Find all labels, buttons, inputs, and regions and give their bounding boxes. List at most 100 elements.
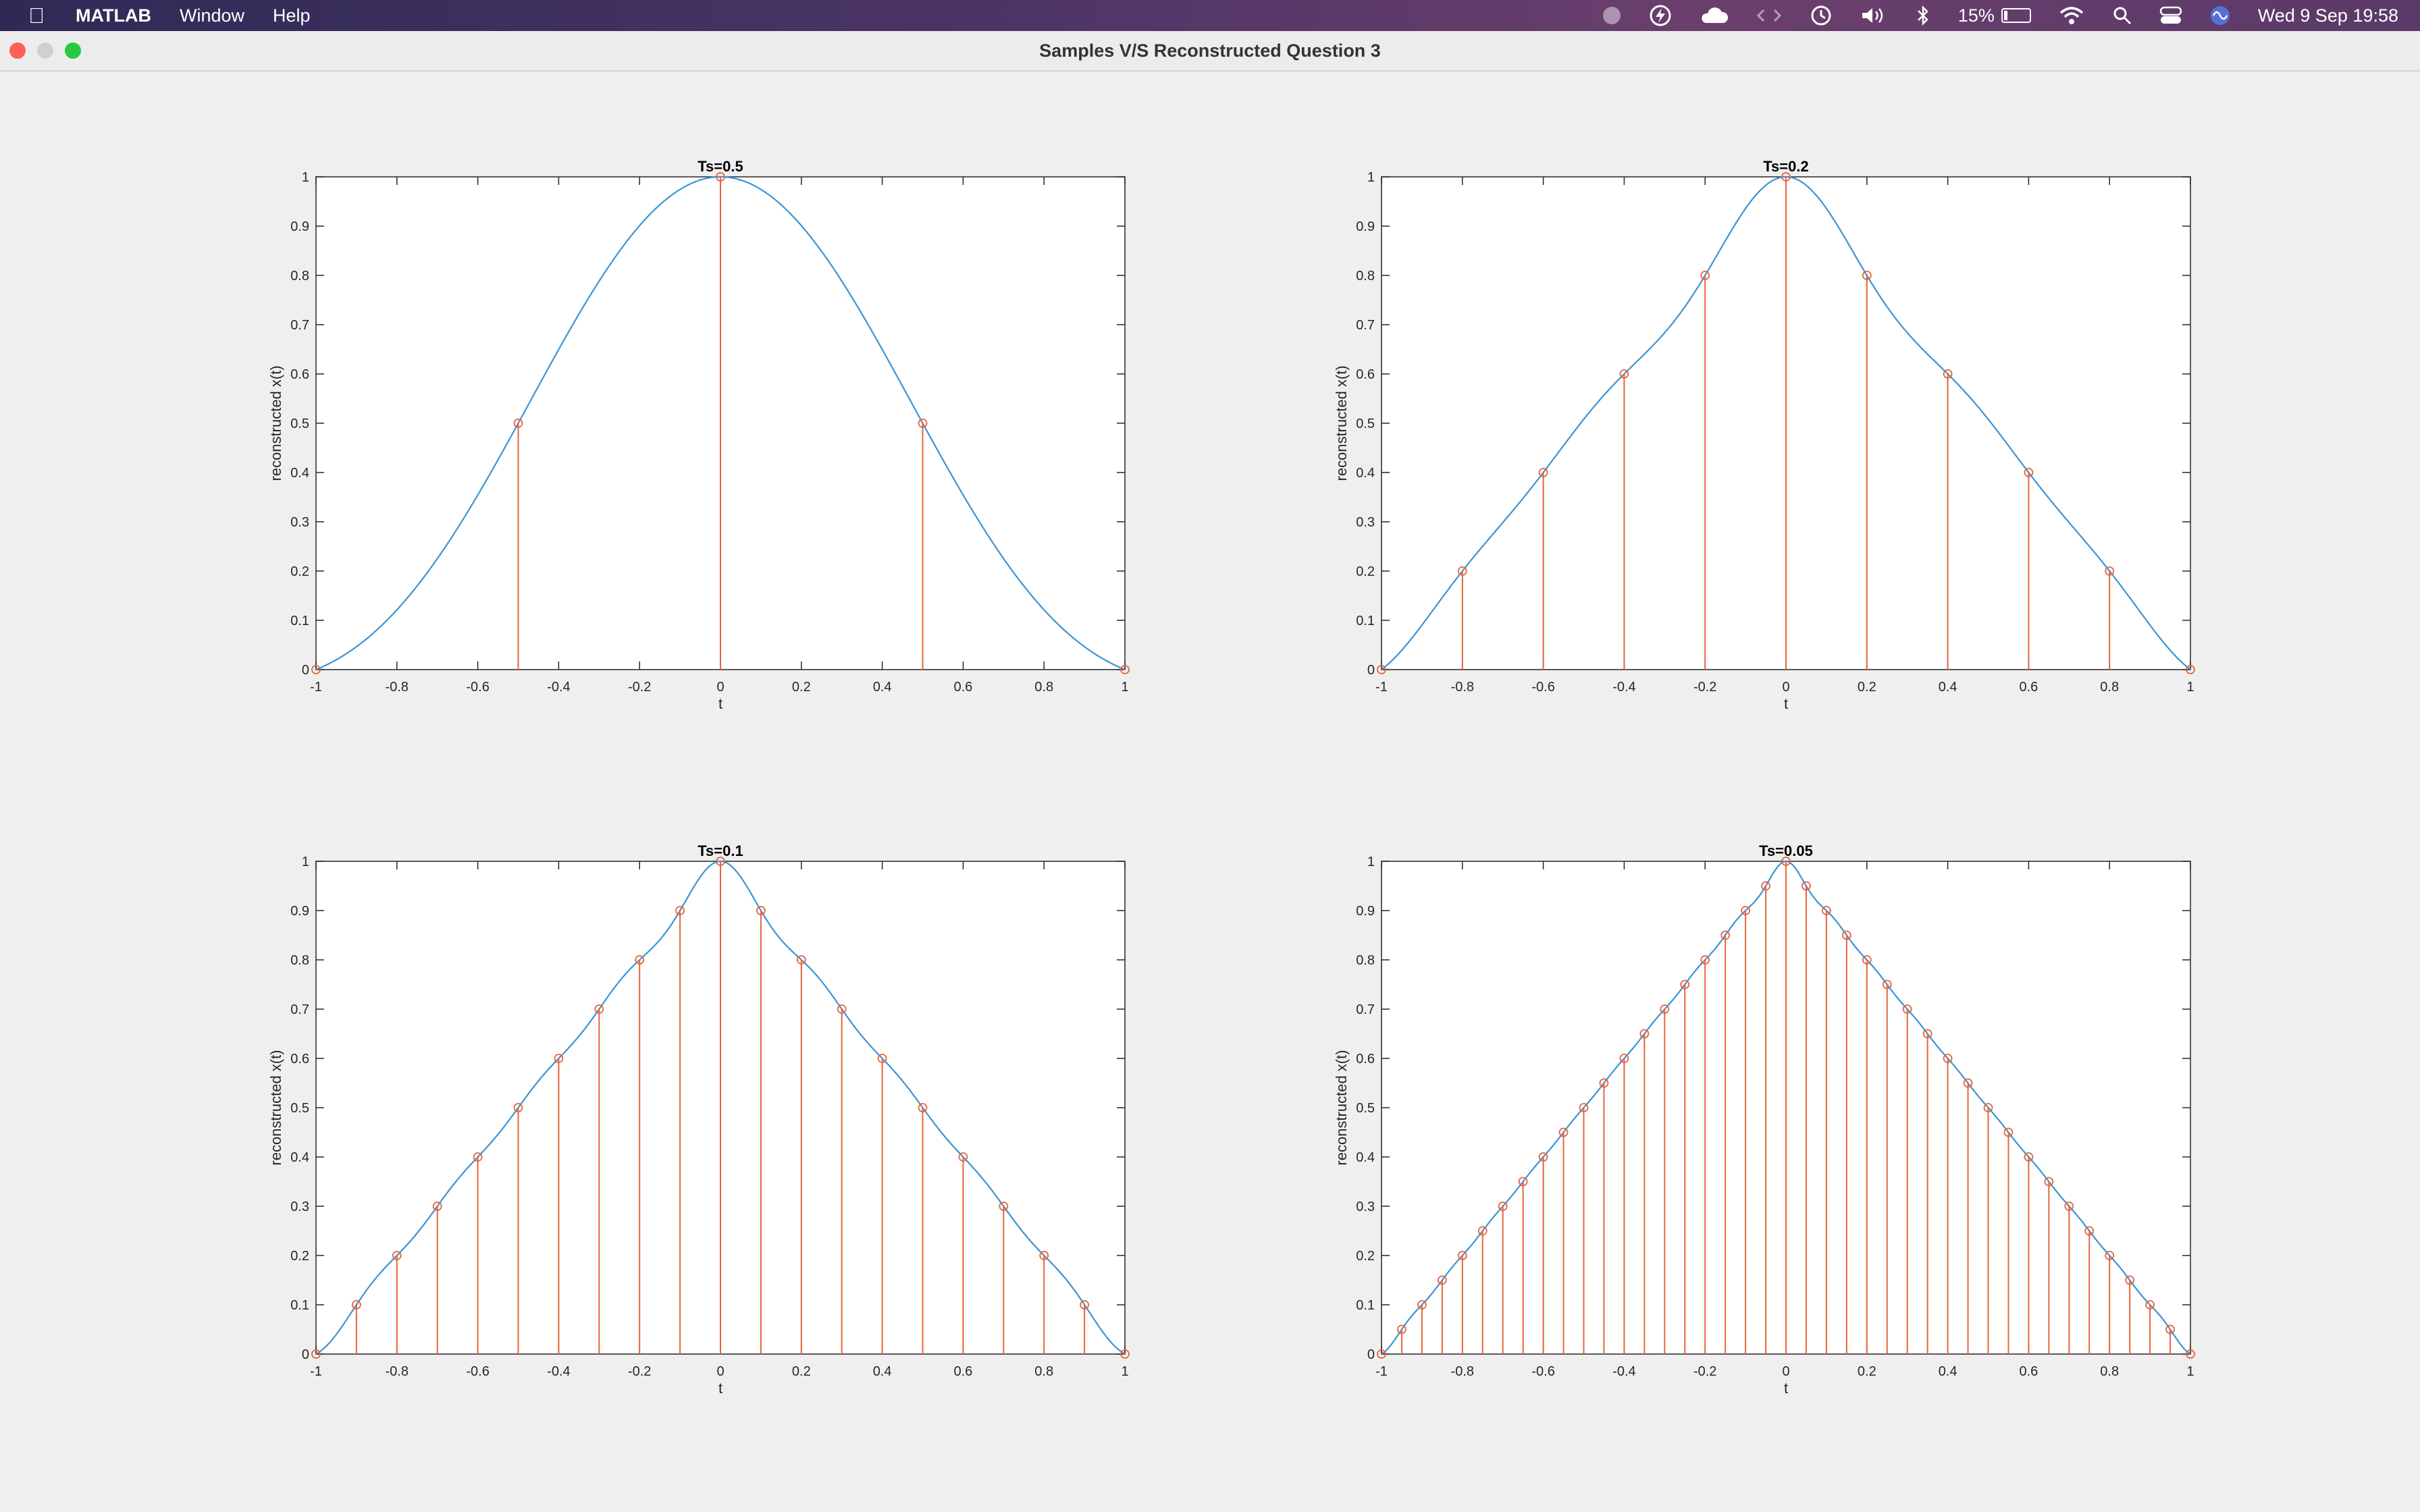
y-tick-label: 0.9 bbox=[1356, 904, 1375, 919]
subplot-4[interactable]: -1 -0.8 -0.6 -0.4 -0.2 0 0.2 0.4 0.6 0.8 1 0 0.1 0.2 0… bbox=[1333, 842, 2195, 1397]
x-tick-label: -0.8 bbox=[1451, 680, 1474, 695]
y-axis-label: reconstructed x(t) bbox=[1333, 1050, 1350, 1165]
subplot-2[interactable]: -1 -0.8 -0.6 -0.4 -0.2 0 0.2 0.4 0.6 0.8 1 0 0.1 0.2 0… bbox=[1333, 158, 2195, 712]
x-tick-label: 0.8 bbox=[1034, 680, 1053, 695]
sample-marker bbox=[918, 418, 928, 428]
y-tick-label: 0.5 bbox=[1356, 416, 1375, 431]
y-tick-label: 0.7 bbox=[1356, 318, 1375, 333]
clock[interactable]: Wed 9 Sep 19:58 bbox=[2257, 5, 2398, 26]
y-tick-label: 0.8 bbox=[290, 269, 309, 284]
bluetooth-icon[interactable] bbox=[1915, 5, 1931, 26]
x-tick-label: 1 bbox=[2186, 1364, 2194, 1379]
subplot-title: Ts=0.05 bbox=[1759, 842, 1813, 859]
y-tick-label: 0.1 bbox=[290, 1298, 309, 1313]
y-tick-label: 0.3 bbox=[1356, 1199, 1375, 1214]
sample-marker bbox=[1120, 665, 1130, 674]
x-tick-label: 1 bbox=[2186, 680, 2194, 695]
x-tick-label: -0.2 bbox=[628, 680, 651, 695]
y-tick-label: 0.4 bbox=[290, 1150, 309, 1165]
sample-marker bbox=[311, 665, 321, 674]
sample-marker bbox=[958, 1152, 968, 1162]
siri-icon[interactable] bbox=[2209, 5, 2231, 26]
sample-marker bbox=[473, 1152, 483, 1162]
y-tick-label: 0.4 bbox=[1356, 1150, 1375, 1165]
y-tick-label: 0.1 bbox=[1356, 1298, 1375, 1313]
wifi-icon[interactable] bbox=[2058, 5, 2085, 26]
sample-marker bbox=[1781, 172, 1791, 182]
x-tick-label: 1 bbox=[1121, 1364, 1128, 1379]
sample-marker bbox=[1457, 1251, 1467, 1260]
y-tick-label: 0.3 bbox=[290, 1199, 309, 1214]
apple-icon[interactable]:  bbox=[18, 3, 55, 28]
record-icon[interactable] bbox=[1602, 5, 1622, 26]
x-tick-label: -1 bbox=[1375, 1364, 1388, 1379]
x-tick-label: 0.4 bbox=[1939, 680, 1957, 695]
sample-marker bbox=[432, 1202, 442, 1211]
sample-marker bbox=[877, 1054, 887, 1063]
sample-marker bbox=[1039, 1251, 1049, 1260]
sample-marker bbox=[2024, 1152, 2034, 1162]
menu-app-name[interactable]: MATLAB bbox=[76, 5, 151, 26]
volume-icon[interactable] bbox=[1860, 5, 1888, 26]
sample-marker bbox=[675, 906, 685, 915]
sample-marker bbox=[1761, 881, 1770, 891]
bolt-icon[interactable] bbox=[1649, 4, 1672, 27]
time-machine-icon[interactable] bbox=[1810, 4, 1833, 27]
zoom-button[interactable] bbox=[65, 43, 81, 59]
window-titlebar: Samples V/S Reconstructed Question 3 bbox=[0, 31, 2420, 72]
x-tick-label: 0.6 bbox=[2019, 1364, 2038, 1379]
sample-marker bbox=[554, 1054, 564, 1063]
subplot-3[interactable]: -1 -0.8 -0.6 -0.4 -0.2 0 0.2 0.4 0.6 0.8 1 0 0.1 0.2 0… bbox=[267, 842, 1130, 1397]
y-tick-label: 0.6 bbox=[1356, 367, 1375, 382]
sample-marker bbox=[1680, 979, 1690, 990]
sample-marker bbox=[999, 1202, 1009, 1211]
sample-marker bbox=[1720, 930, 1731, 940]
sample-marker bbox=[1862, 955, 1872, 965]
sample-marker bbox=[1377, 665, 1386, 674]
x-axis-label: t bbox=[718, 1380, 722, 1397]
sample-marker bbox=[2064, 1202, 2074, 1211]
battery-percent: 15% bbox=[1957, 5, 1995, 26]
subplot-1[interactable]: -1 -0.8 -0.6 -0.4 -0.2 0 0.2 0.4 0.6 0.8 1 0 0.1 0.2 0… bbox=[267, 158, 1130, 712]
x-tick-label: -0.2 bbox=[628, 1364, 651, 1379]
y-tick-label: 0.2 bbox=[290, 564, 309, 579]
sample-marker bbox=[1477, 1226, 1488, 1236]
menu-window[interactable]: Window bbox=[179, 5, 244, 26]
sample-marker bbox=[311, 1349, 321, 1359]
battery-fill bbox=[2003, 11, 2007, 20]
status-area: 15% Wed 9 Sep 19:58 bbox=[1575, 0, 2398, 31]
x-axis-label: t bbox=[718, 695, 722, 712]
sample-marker bbox=[1080, 1300, 1089, 1310]
sample-marker bbox=[1538, 468, 1548, 477]
minimize-button[interactable] bbox=[37, 43, 53, 59]
sample-marker bbox=[1639, 1029, 1650, 1039]
sample-marker bbox=[1801, 881, 1811, 891]
sample-marker bbox=[716, 857, 725, 866]
x-tick-label: -0.4 bbox=[547, 680, 570, 695]
sample-marker bbox=[1943, 369, 1953, 379]
close-button[interactable] bbox=[9, 43, 26, 59]
x-tick-label: -0.4 bbox=[1612, 1364, 1635, 1379]
battery-icon[interactable] bbox=[2001, 8, 2031, 23]
sample-marker bbox=[1397, 1324, 1406, 1334]
y-tick-label: 0.2 bbox=[1356, 564, 1375, 579]
code-icon[interactable] bbox=[1756, 5, 1783, 26]
search-icon[interactable] bbox=[2112, 5, 2132, 26]
menu-help[interactable]: Help bbox=[273, 5, 311, 26]
y-tick-label: 0.1 bbox=[1356, 614, 1375, 628]
sample-marker bbox=[392, 1251, 402, 1260]
cloud-icon[interactable] bbox=[1699, 5, 1729, 26]
x-tick-label: -0.8 bbox=[1451, 1364, 1474, 1379]
x-tick-label: 0 bbox=[1782, 680, 1789, 695]
y-tick-label: 0.9 bbox=[290, 219, 309, 234]
x-tick-label: -0.4 bbox=[547, 1364, 570, 1379]
sample-marker bbox=[1781, 857, 1791, 866]
sample-marker bbox=[1943, 1054, 1953, 1063]
y-tick-label: 1 bbox=[1367, 170, 1375, 185]
sample-marker bbox=[352, 1300, 361, 1310]
x-axis-label: t bbox=[1784, 695, 1788, 712]
control-center-icon[interactable] bbox=[2159, 5, 2182, 26]
x-tick-label: 0.6 bbox=[953, 680, 972, 695]
y-tick-label: 0.8 bbox=[290, 953, 309, 968]
y-tick-label: 0 bbox=[302, 663, 309, 678]
